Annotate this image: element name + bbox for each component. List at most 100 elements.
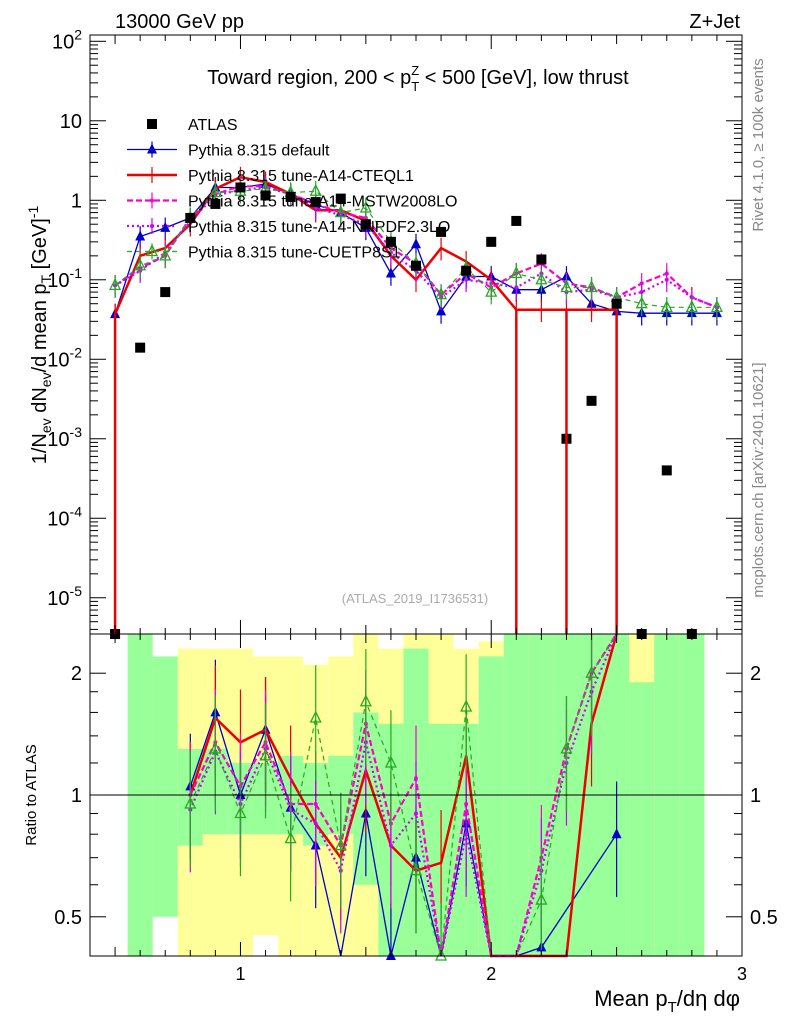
main-y-axis-title: 1/Nev dNev/d mean pT [GeV]-1 xyxy=(25,206,54,465)
main-point-cuetp8s1 xyxy=(435,287,448,300)
legend-label: Pythia 8.315 tune-A14-MSTW2008LO xyxy=(188,194,457,211)
main-point-cuetp8s1 xyxy=(209,185,222,198)
ratio-y-tick-label: 1 xyxy=(71,785,82,807)
legend-entry-nnpdf: Pythia 8.315 tune-A14-NNPDF2.3LO xyxy=(127,218,450,236)
ratio-point-nnpdf xyxy=(388,843,393,848)
green-band xyxy=(152,656,178,917)
main-point-cuetp8s1 xyxy=(134,258,147,271)
main-point-default xyxy=(160,221,171,232)
main-point-atlas xyxy=(235,182,246,193)
main-point-atlas xyxy=(385,236,396,247)
main-point-cuetp8s1 xyxy=(585,280,598,293)
main-point-atlas xyxy=(310,197,321,208)
ratio-point-cuetp8s1 xyxy=(309,710,322,723)
main-point-atlas xyxy=(511,215,522,226)
ratio-point-cuetp8s1 xyxy=(259,748,272,761)
ratio-point-cuetp8s1 xyxy=(560,741,573,754)
main-point-atlas xyxy=(285,191,296,202)
legend-label: Pythia 8.315 tune-A14-CTEQL1 xyxy=(188,168,414,185)
analysis-watermark: (ATLAS_2019_I1736531) xyxy=(342,591,488,606)
main-point-atlas xyxy=(436,226,447,237)
legend-label: Pythia 8.315 default xyxy=(188,143,330,160)
header-process: Z+Jet xyxy=(689,11,740,33)
main-point-atlas xyxy=(586,395,597,406)
main-point-cuetp8s1 xyxy=(109,277,122,291)
legend-entry-atlas: ATLAS xyxy=(147,117,238,134)
ratio-y-axis-title: Ratio to ATLAS xyxy=(23,744,40,845)
legend: ATLAS Pythia 8.315 default Pythia 8.315 tu… xyxy=(127,117,457,262)
main-point-atlas xyxy=(486,236,497,247)
ratio-point-nnpdf xyxy=(464,832,469,837)
main-point-cuetp8s1 xyxy=(535,272,548,285)
plot-title: Toward region, 200 < pZ T < 500 [GeV], lo… xyxy=(207,63,629,94)
y-tick-label: 10-5 xyxy=(47,583,82,610)
main-point-atlas xyxy=(411,260,421,271)
ratio-point-cuetp8s1 xyxy=(409,863,423,876)
main-point-nnpdf xyxy=(514,285,519,290)
main-point-cuetp8s1 xyxy=(510,266,523,279)
legend-label: Pythia 8.315 tune-A14-NNPDF2.3LO xyxy=(188,219,450,236)
ratio-line-mstw xyxy=(189,633,618,958)
ratio-point-cuetp8s1 xyxy=(209,741,222,754)
ratio-y-tick-label: 0.5 xyxy=(54,907,82,929)
main-point-atlas xyxy=(360,219,371,230)
legend-label: ATLAS xyxy=(188,117,238,134)
ratio-point-cuetp8s1 xyxy=(460,699,473,712)
x-tick-label: 3 xyxy=(737,964,747,984)
main-point-atlas xyxy=(260,190,271,201)
main-point-cuetp8s1 xyxy=(334,205,347,218)
ratio-line-cuetp8s1 xyxy=(189,633,618,957)
main-point-nnpdf xyxy=(664,277,669,282)
main-point-atlas xyxy=(185,212,196,223)
y-tick-label: 10-4 xyxy=(47,503,82,530)
main-series-atlas xyxy=(135,182,672,476)
main-point-atlas xyxy=(536,254,547,265)
ratio-y-tick-label-right: 1 xyxy=(750,785,761,807)
ratio-y-tick-label-right: 2 xyxy=(750,663,761,685)
mcplots-label: mcplots.cern.ch [arXiv:2401.10621] xyxy=(750,362,767,597)
ratio-point-cuetp8s1 xyxy=(535,892,548,905)
green-band xyxy=(629,682,655,956)
legend-marker xyxy=(147,143,157,154)
main-point-cuetp8s1 xyxy=(660,299,673,312)
legend-label: Pythia 8.315 tune-CUETP8S1 xyxy=(188,245,401,262)
ratio-point-cuetp8s1 xyxy=(585,665,598,678)
ratio-point-cuetp8s1 xyxy=(435,948,448,961)
main-point-atlas xyxy=(160,287,171,298)
main-point-cuetp8s1 xyxy=(159,248,172,261)
y-tick-label: 10-1 xyxy=(47,265,82,292)
axes-layer: 1 2 3 10-5 10-4 10-3 10-2 10-1 1 10 102 0.5 0.5 1 1 2 2 xyxy=(47,26,778,984)
ratio-point-cuetp8s1 xyxy=(184,796,197,809)
ratio-y-tick-label: 2 xyxy=(71,663,82,685)
x-tick-label: 2 xyxy=(486,964,496,984)
main-point-default xyxy=(411,238,421,249)
x-axis-title: Mean pT/dη dφ xyxy=(594,986,740,1016)
main-point-cuetp8s1 xyxy=(309,183,322,196)
y-tick-label: 102 xyxy=(52,26,82,53)
ratio-point-cuetp8s1 xyxy=(334,838,347,851)
main-point-atlas xyxy=(135,342,146,353)
ratio-point-cuetp8s1 xyxy=(359,694,372,707)
header-energy: 13000 GeV pp xyxy=(115,11,244,33)
main-point-cuetp8s1 xyxy=(710,299,723,312)
ratio-series-cuetp8s1 xyxy=(184,633,618,961)
main-point-atlas xyxy=(661,465,672,476)
main-point-atlas xyxy=(611,298,622,309)
main-point-cuetp8s1 xyxy=(560,280,573,293)
main-point-atlas xyxy=(210,198,221,209)
legend-entry-default: Pythia 8.315 default xyxy=(127,141,330,160)
legend-entry-cuetp8s1: Pythia 8.315 tune-CUETP8S1 xyxy=(127,243,401,262)
ratio-point-nnpdf xyxy=(313,821,318,826)
y-tick-label: 10-2 xyxy=(47,344,82,371)
green-band xyxy=(478,656,504,956)
legend-marker xyxy=(150,224,154,228)
ratio-point-cuetp8s1 xyxy=(234,806,247,819)
ratio-point-cuetp8s1 xyxy=(284,831,297,844)
ratio-point-cuetp8s1 xyxy=(384,755,397,768)
y-tick-label: 1 xyxy=(71,190,82,212)
legend-marker xyxy=(150,198,154,203)
x-tick-label: 1 xyxy=(235,964,245,984)
main-point-default xyxy=(385,267,396,278)
legend-entry-cteql1: Pythia 8.315 tune-A14-CTEQL1 xyxy=(127,167,414,185)
